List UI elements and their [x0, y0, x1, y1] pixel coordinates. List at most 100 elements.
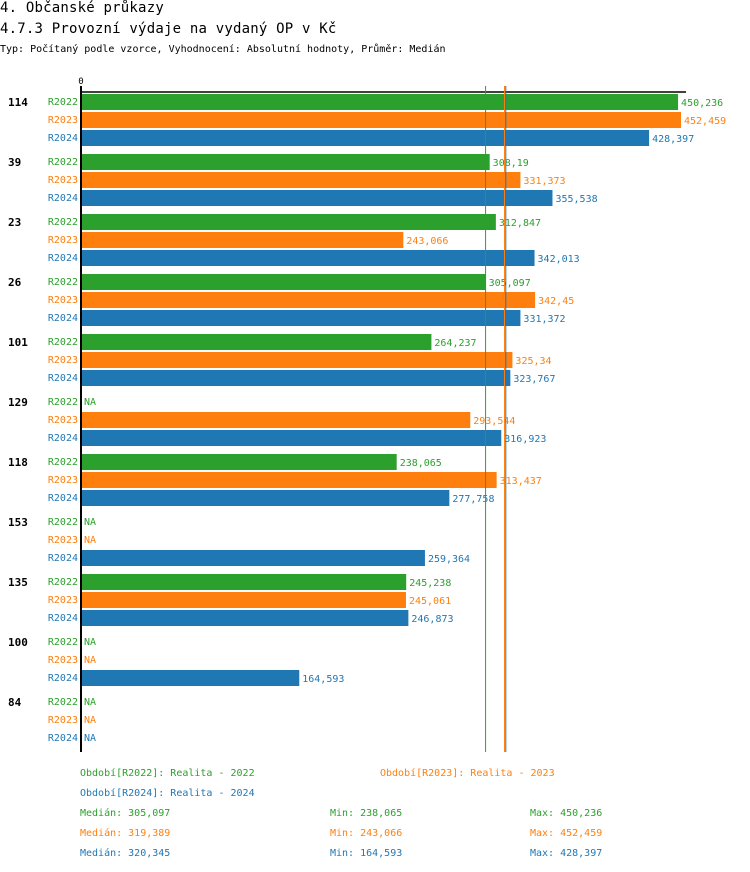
bar-value-label: 355,538 — [555, 194, 597, 205]
category-label: 100 — [8, 636, 28, 649]
series-row-label: R2023 — [48, 715, 78, 726]
legend-entry-r2022: Období[R2022]: Realita - 2022 — [80, 768, 255, 779]
bar — [82, 670, 300, 686]
series-row-label: R2024 — [48, 493, 78, 504]
series-row-label: R2024 — [48, 253, 78, 264]
median-stat: Medián: 320,345 — [80, 848, 171, 859]
category-label: 84 — [8, 696, 22, 709]
series-row-label: R2024 — [48, 673, 78, 684]
bar — [82, 112, 681, 128]
series-row-label: R2022 — [48, 277, 78, 288]
category-label: 118 — [8, 456, 28, 469]
median-stat: Medián: 305,097 — [80, 808, 171, 819]
series-row-label: R2024 — [48, 433, 78, 444]
bar — [82, 172, 521, 188]
na-label: NA — [84, 637, 96, 648]
bar-value-label: 452,459 — [684, 116, 726, 127]
series-row-label: R2022 — [48, 577, 78, 588]
min-stat: Min: 164,593 — [330, 848, 403, 859]
series-row-label: R2023 — [48, 175, 78, 186]
bar — [82, 574, 407, 590]
na-label: NA — [84, 655, 96, 666]
bar — [82, 154, 490, 170]
category-label: 129 — [8, 396, 28, 409]
bar — [82, 334, 432, 350]
series-row-label: R2022 — [48, 517, 78, 528]
bar — [82, 592, 406, 608]
legend-entry-r2024: Období[R2024]: Realita - 2024 — [80, 788, 255, 799]
bar — [82, 250, 535, 266]
series-row-label: R2023 — [48, 595, 78, 606]
series-row-label: R2022 — [48, 637, 78, 648]
category-label: 26 — [8, 276, 22, 289]
series-row-label: R2023 — [48, 235, 78, 246]
bar-value-label: 342,013 — [538, 254, 580, 265]
min-stat: Min: 243,066 — [330, 828, 403, 839]
na-label: NA — [84, 715, 96, 726]
category-label: 153 — [8, 516, 28, 529]
series-row-label: R2024 — [48, 313, 78, 324]
series-row-label: R2022 — [48, 397, 78, 408]
bar — [82, 370, 511, 386]
bar — [82, 472, 497, 488]
bar — [82, 412, 471, 428]
series-row-label: R2024 — [48, 373, 78, 384]
bar-value-label: 245,238 — [409, 578, 451, 589]
bar — [82, 310, 521, 326]
max-stat: Max: 452,459 — [530, 828, 603, 839]
bar-value-label: 277,758 — [452, 494, 494, 505]
legend-entry-r2023: Období[R2023]: Realita - 2023 — [380, 768, 555, 779]
bar — [82, 610, 409, 626]
section-title: 4. Občanské průkazy — [0, 0, 164, 16]
series-row-label: R2024 — [48, 133, 78, 144]
bar-value-label: 325,34 — [515, 356, 551, 367]
bar — [82, 490, 450, 506]
bar-value-label: 238,065 — [400, 458, 442, 469]
na-label: NA — [84, 733, 96, 744]
bar-value-label: 450,236 — [681, 98, 723, 109]
category-label: 135 — [8, 576, 28, 589]
bar — [82, 214, 496, 230]
category-label: 23 — [8, 216, 21, 229]
series-row-label: R2022 — [48, 97, 78, 108]
bar — [82, 130, 650, 146]
bar-value-label: 331,372 — [523, 314, 565, 325]
bar — [82, 190, 553, 206]
bar-value-label: 331,373 — [523, 176, 565, 187]
bar-value-label: 323,767 — [513, 374, 555, 385]
bar-value-label: 313,437 — [500, 476, 542, 487]
bar-value-label: 316,923 — [504, 434, 546, 445]
series-row-label: R2022 — [48, 157, 78, 168]
series-row-label: R2023 — [48, 355, 78, 366]
chart-title: 4.7.3 Provozní výdaje na vydaný OP v Kč — [0, 21, 337, 37]
series-row-label: R2023 — [48, 115, 78, 126]
bar-value-label: 246,873 — [411, 614, 453, 625]
x-tick-label: 0 — [78, 77, 83, 87]
series-row-label: R2023 — [48, 295, 78, 306]
series-row-label: R2023 — [48, 475, 78, 486]
bar — [82, 292, 536, 308]
median-stat: Medián: 319,389 — [80, 828, 171, 839]
series-row-label: R2023 — [48, 655, 78, 666]
na-label: NA — [84, 697, 96, 708]
series-row-label: R2022 — [48, 457, 78, 468]
bar — [82, 232, 404, 248]
series-row-label: R2023 — [48, 415, 78, 426]
max-stat: Max: 450,236 — [530, 808, 603, 819]
series-row-label: R2022 — [48, 697, 78, 708]
bar-value-label: 308,19 — [493, 158, 529, 169]
bar-value-label: 259,364 — [428, 554, 470, 565]
category-label: 39 — [8, 156, 21, 169]
min-stat: Min: 238,065 — [330, 808, 403, 819]
bar-value-label: 342,45 — [538, 296, 574, 307]
bar — [82, 94, 679, 110]
bar-value-label: 312,847 — [499, 218, 541, 229]
category-label: 114 — [8, 96, 28, 109]
bar-value-label: 305,097 — [489, 278, 531, 289]
series-row-label: R2024 — [48, 193, 78, 204]
bar-value-label: 243,066 — [406, 236, 448, 247]
series-row-label: R2024 — [48, 613, 78, 624]
series-row-label: R2023 — [48, 535, 78, 546]
bar-value-label: 245,061 — [409, 596, 451, 607]
